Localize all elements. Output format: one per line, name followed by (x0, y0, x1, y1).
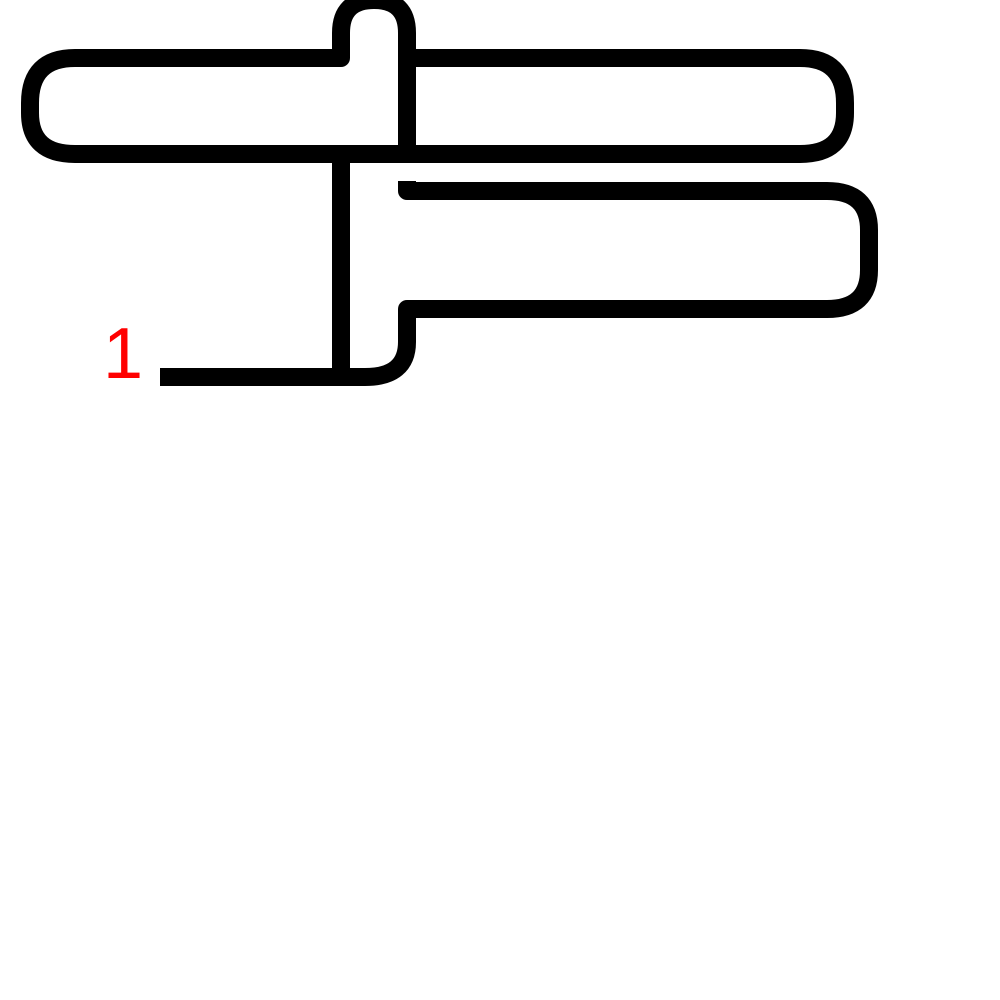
crossing-gap-top (350, 68, 398, 145)
crossing-gap-middle (398, 163, 416, 181)
route-line (21, 0, 878, 386)
start-point-label: 1 (103, 314, 143, 394)
